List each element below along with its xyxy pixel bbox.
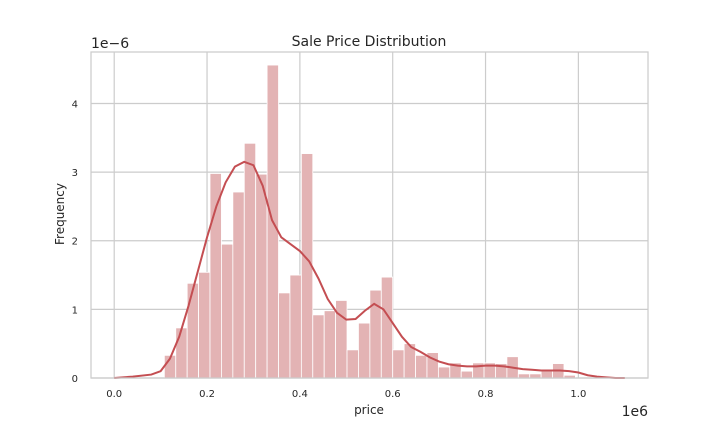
plot-frame bbox=[90, 51, 649, 379]
x-tick-labels: 0.0 0.2 0.4 0.6 0.8 1.0 bbox=[106, 389, 586, 400]
y-tick-label: 4 bbox=[72, 99, 78, 110]
x-tick-label: 0.2 bbox=[199, 389, 215, 400]
histogram-bar bbox=[540, 370, 553, 379]
histogram-bar bbox=[380, 276, 394, 379]
histogram-bars bbox=[163, 64, 576, 379]
histogram-bar bbox=[186, 282, 199, 379]
histogram-bar bbox=[415, 354, 428, 379]
histogram-bar bbox=[369, 289, 382, 379]
x-axis-label: price bbox=[354, 403, 384, 417]
histogram-bar bbox=[175, 327, 188, 379]
histogram-bar bbox=[392, 349, 405, 379]
histogram-bar bbox=[198, 271, 211, 379]
histogram-bar bbox=[437, 366, 451, 379]
histogram-bar bbox=[312, 314, 325, 379]
histogram-bar bbox=[221, 243, 234, 379]
x-tick-label: 0.0 bbox=[106, 389, 122, 400]
histogram-bar bbox=[460, 370, 474, 379]
y-tick-label: 0 bbox=[72, 374, 78, 385]
histogram-bar bbox=[232, 191, 245, 379]
y-tick-labels: 0 1 2 3 4 bbox=[72, 99, 78, 385]
histogram-bar bbox=[346, 349, 359, 379]
x-offset-label: 1e6 bbox=[622, 404, 649, 420]
y-tick-label: 2 bbox=[72, 237, 78, 248]
x-tick-label: 0.4 bbox=[292, 389, 308, 400]
histogram-bar bbox=[278, 292, 291, 379]
y-offset-label: 1e−6 bbox=[91, 36, 129, 52]
x-tick-label: 1.0 bbox=[570, 389, 586, 400]
histogram-bar bbox=[243, 142, 257, 379]
histogram-bar bbox=[289, 274, 302, 379]
histogram-bar bbox=[323, 310, 337, 379]
histogram-bar bbox=[358, 322, 371, 379]
chart-title: Sale Price Distribution bbox=[292, 34, 447, 50]
y-axis-label: Frequency bbox=[53, 183, 67, 245]
histogram-bar bbox=[255, 173, 268, 379]
x-tick-label: 0.8 bbox=[478, 389, 494, 400]
histogram-bar bbox=[209, 173, 222, 379]
y-tick-label: 3 bbox=[72, 168, 78, 179]
kde-curve bbox=[114, 160, 625, 379]
y-tick-label: 1 bbox=[72, 305, 78, 316]
x-tick-label: 0.6 bbox=[385, 389, 401, 400]
